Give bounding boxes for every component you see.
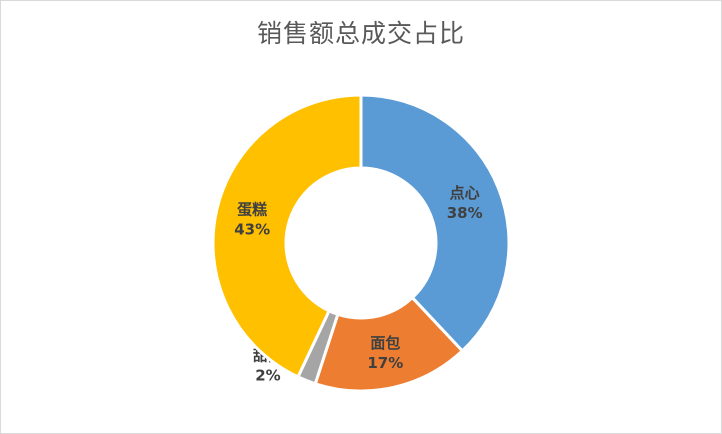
slice-3-pct-label: 43% [234, 221, 270, 239]
slice-0-name-label: 点心 [450, 184, 480, 202]
slice-2-pct-label: 2% [255, 367, 280, 385]
slice-0-pct-label: 38% [447, 204, 483, 222]
slice-1-name-label: 面包 [370, 334, 400, 352]
chart-title: 销售额总成交占比 [256, 19, 465, 48]
slice-3-name-label: 蛋糕 [237, 201, 267, 219]
slice-3 [211, 93, 363, 379]
slice-1-pct-label: 17% [367, 354, 403, 372]
slice-0 [359, 93, 511, 354]
